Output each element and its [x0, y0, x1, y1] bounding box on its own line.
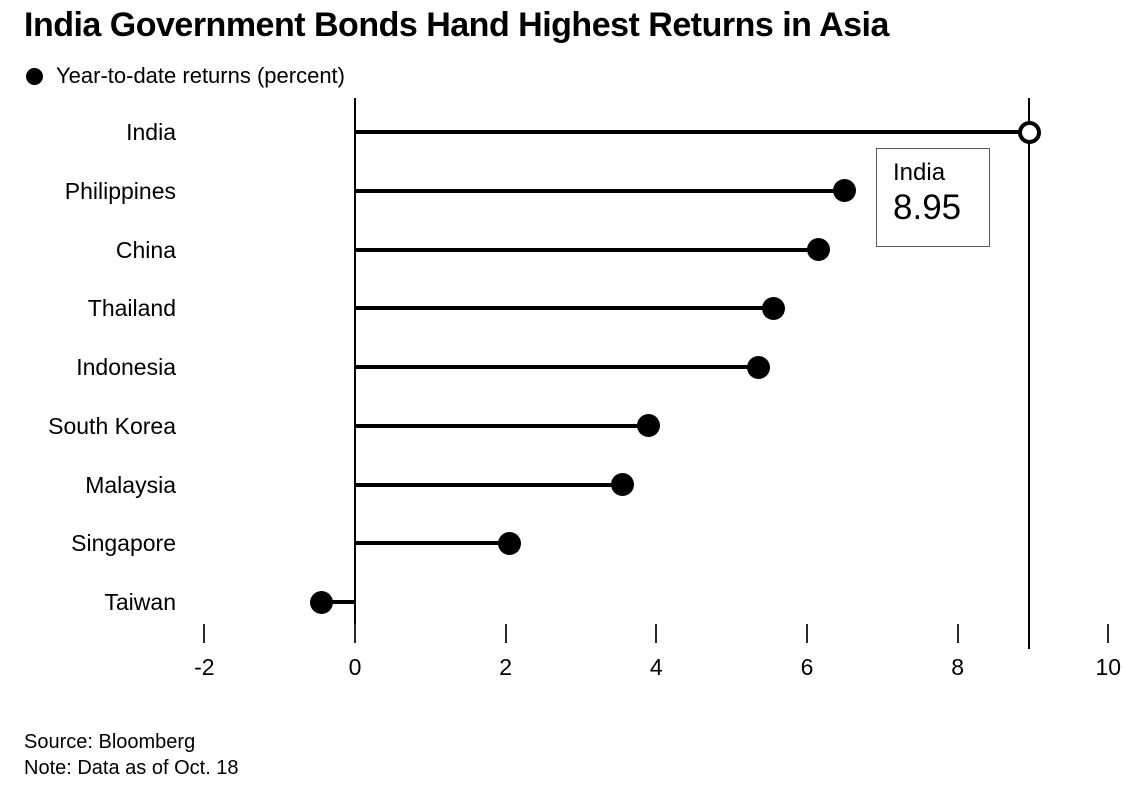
lollipop-stem — [355, 541, 510, 546]
x-axis-tick-label: 8 — [951, 654, 965, 680]
lollipop-marker[interactable] — [610, 473, 634, 496]
category-label: China — [115, 236, 176, 263]
category-label: India — [126, 119, 176, 145]
x-axis-tick-label: -2 — [194, 654, 215, 680]
footer: Source: Bloomberg Note: Data as of Oct. … — [24, 729, 239, 781]
legend-marker-icon — [26, 67, 43, 85]
x-axis-tick-label: 0 — [348, 654, 362, 680]
lollipop-marker[interactable] — [637, 414, 661, 438]
lollipop-stem — [321, 600, 355, 604]
category-label: Indonesia — [76, 354, 176, 380]
y-axis-line — [354, 98, 356, 643]
source-text: Source: Bloomberg — [24, 731, 196, 753]
lollipop-marker-open[interactable] — [1017, 120, 1041, 144]
x-axis-tick — [805, 624, 808, 643]
lollipop-marker[interactable] — [746, 355, 770, 379]
x-axis-tick — [354, 624, 356, 643]
x-axis-tick — [655, 624, 658, 643]
tooltip-label: India — [893, 159, 946, 186]
lollipop-marker[interactable] — [806, 238, 830, 261]
crosshair-line — [1028, 98, 1031, 649]
x-axis-tick — [956, 624, 959, 643]
category-label: Philippines — [64, 177, 176, 204]
x-axis-tick-label: 6 — [800, 654, 814, 680]
note-text: Note: Data as of Oct. 18 — [24, 757, 239, 779]
category-label: Singapore — [71, 530, 176, 557]
x-axis-tick — [1107, 624, 1110, 643]
lollipop-marker[interactable] — [497, 531, 521, 555]
category-label: South Korea — [48, 412, 176, 439]
legend-label: Year-to-date returns (percent) — [56, 63, 345, 88]
lollipop-stem — [355, 306, 774, 311]
chart-title: India Government Bonds Hand Highest Retu… — [24, 6, 889, 44]
category-label: Thailand — [87, 295, 176, 322]
lollipop-marker[interactable] — [761, 296, 785, 320]
lollipop-stem — [355, 188, 845, 193]
lollipop-marker[interactable] — [833, 179, 857, 203]
category-label: Taiwan — [104, 589, 176, 615]
lollipop-stem — [355, 130, 1030, 134]
x-axis-tick — [203, 624, 206, 643]
x-axis-tick — [504, 624, 507, 643]
lollipop-stem — [355, 423, 649, 428]
tooltip-value: 8.95 — [893, 188, 962, 227]
lollipop-marker[interactable] — [309, 590, 333, 614]
tooltip: India 8.95 — [876, 148, 990, 247]
lollipop-stem — [355, 482, 623, 487]
category-label: Malaysia — [85, 471, 176, 498]
x-axis-tick-label: 4 — [649, 654, 663, 680]
x-axis-tick-label: 2 — [499, 654, 513, 680]
lollipop-stem — [355, 247, 819, 252]
plot-area: India 8.95 -2 0 2 4 6 8 10 India Philippines Chin… — [48, 98, 1122, 680]
x-axis-tick-label: 10 — [1095, 654, 1122, 680]
lollipop-stem — [355, 365, 758, 369]
legend: Year-to-date returns (percent) — [26, 63, 345, 89]
